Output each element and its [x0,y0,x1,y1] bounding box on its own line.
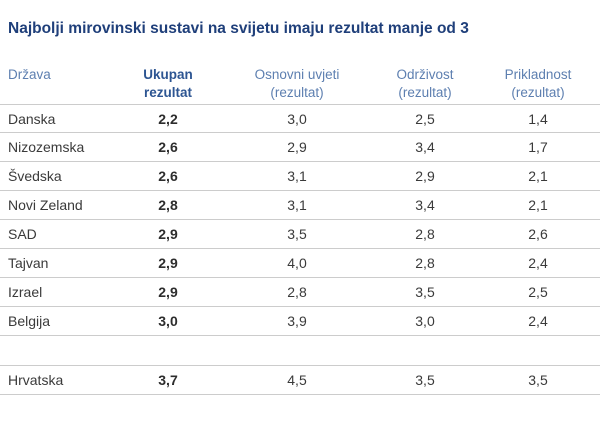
header-applicability-line1: Prikladnost [504,67,572,82]
cell-country: Belgija [8,313,51,329]
table-row: Tajvan 2,9 4,0 2,8 2,4 [0,249,600,278]
cell-total: 2,9 [158,255,178,271]
cell-sustainability: 3,4 [415,197,435,213]
table-row: Izrael 2,9 2,8 3,5 2,5 [0,278,600,307]
cell-applicability: 2,6 [528,226,548,242]
cell-sustainability: 3,4 [415,139,435,155]
table-row: SAD 2,9 3,5 2,8 2,6 [0,220,600,249]
cell-applicability: 1,7 [528,139,548,155]
cell-country: Hrvatska [8,372,64,388]
table-row-highlight: Hrvatska 3,7 4,5 3,5 3,5 [0,366,600,395]
header-basic-line1: Osnovni uvjeti [254,67,340,82]
cell-sustainability: 3,5 [415,284,435,300]
table-row: Danska 2,2 3,0 2,5 1,4 [0,104,600,133]
cell-applicability: 1,4 [528,111,548,127]
cell-applicability: 3,5 [528,372,548,388]
cell-basic: 3,9 [287,313,307,329]
cell-applicability: 2,5 [528,284,548,300]
table-row: Nizozemska 2,6 2,9 3,4 1,7 [0,133,600,162]
cell-basic: 4,5 [287,372,307,388]
header-total-line2: rezultat [143,85,192,100]
header-applicability-line2: (rezultat) [511,85,565,100]
cell-applicability: 2,4 [528,255,548,271]
cell-total: 2,9 [158,284,178,300]
cell-country: SAD [8,226,37,242]
table-row: Belgija 3,0 3,9 3,0 2,4 [0,307,600,336]
cell-sustainability: 2,8 [415,226,435,242]
cell-basic: 4,0 [287,255,307,271]
header-basic: Osnovni uvjeti (rezultat) [238,66,356,102]
cell-total: 3,0 [158,313,178,329]
cell-applicability: 2,1 [528,168,548,184]
cell-country: Tajvan [8,255,49,271]
cell-basic: 3,0 [287,111,307,127]
table-header: Država Ukupan rezultat Osnovni uvjeti (r… [0,66,600,102]
header-sustainability-line2: (rezultat) [398,85,452,100]
cell-basic: 3,1 [287,168,307,184]
cell-basic: 3,1 [287,197,307,213]
cell-country: Švedska [8,168,62,184]
cell-total: 3,7 [158,372,178,388]
cell-sustainability: 2,5 [415,111,435,127]
cell-sustainability: 3,0 [415,313,435,329]
cell-basic: 2,8 [287,284,307,300]
cell-total: 2,8 [158,197,178,213]
cell-sustainability: 2,8 [415,255,435,271]
cell-total: 2,9 [158,226,178,242]
cell-applicability: 2,1 [528,197,548,213]
cell-total: 2,6 [158,168,178,184]
header-basic-line2: (rezultat) [270,85,324,100]
cell-country: Izrael [8,284,43,300]
cell-basic: 2,9 [287,139,307,155]
header-total-line1: Ukupan [143,67,193,82]
cell-total: 2,2 [158,111,178,127]
page-title: Najbolji mirovinski sustavi na svijetu i… [8,20,469,37]
header-sustainability: Održivost (rezultat) [370,66,480,102]
cell-sustainability: 2,9 [415,168,435,184]
cell-country: Nizozemska [8,139,85,155]
table-row: Švedska 2,6 3,1 2,9 2,1 [0,162,600,191]
cell-total: 2,6 [158,139,178,155]
cell-country: Danska [8,111,56,127]
header-total: Ukupan rezultat [128,66,208,102]
cell-country: Novi Zeland [8,197,83,213]
results-table: Danska 2,2 3,0 2,5 1,4 Nizozemska 2,6 2,… [0,104,600,395]
header-applicability: Prikladnost (rezultat) [488,66,588,102]
spacer-row [0,336,600,366]
header-sustainability-line1: Održivost [396,67,454,82]
table-row: Novi Zeland 2,8 3,1 3,4 2,1 [0,191,600,220]
cell-basic: 3,5 [287,226,307,242]
header-country: Država [8,67,51,82]
cell-sustainability: 3,5 [415,372,435,388]
cell-applicability: 2,4 [528,313,548,329]
